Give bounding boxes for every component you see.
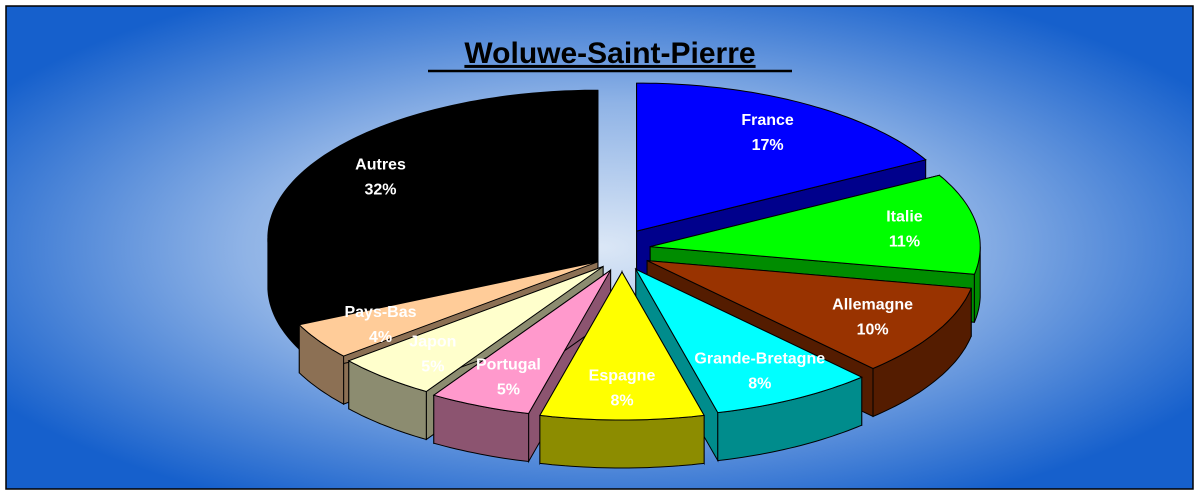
slice-value-label: 8%	[610, 393, 633, 410]
slice-label: Portugal	[476, 356, 541, 373]
slice-label: Allemagne	[832, 296, 913, 313]
slice	[539, 270, 705, 469]
slice-value-label: 11%	[889, 234, 920, 251]
slice-value-label: 32%	[365, 182, 397, 199]
slice-label: France	[741, 112, 794, 129]
slice-label: Italie	[886, 209, 923, 226]
pie-slice	[298, 261, 599, 357]
slice-value-label: 17%	[752, 137, 784, 154]
pie-slice	[539, 270, 705, 421]
slice-value-label: 8%	[748, 376, 771, 393]
slice-value-label: 10%	[857, 321, 889, 338]
pie-slice	[636, 82, 927, 232]
slice-value-label: 4%	[369, 329, 392, 346]
chart-title: Woluwe-Saint-Pierre	[464, 37, 755, 70]
slice-value-label: 5%	[421, 358, 444, 375]
slice-label: Japon	[409, 333, 456, 350]
pie-slice	[347, 266, 604, 393]
pie-slice	[267, 89, 599, 302]
slice-label: Pays-Bas	[344, 304, 416, 321]
pie-slice	[650, 174, 981, 275]
pie-slice	[646, 260, 972, 370]
slice-label: Espagne	[589, 368, 656, 385]
slice-value-label: 5%	[497, 381, 520, 398]
pie-slice	[432, 269, 612, 415]
slice-wall	[539, 414, 705, 469]
slice-label: Grande-Bretagne	[694, 351, 825, 368]
pie-slice	[634, 268, 863, 414]
slice-label: Autres	[355, 157, 406, 174]
